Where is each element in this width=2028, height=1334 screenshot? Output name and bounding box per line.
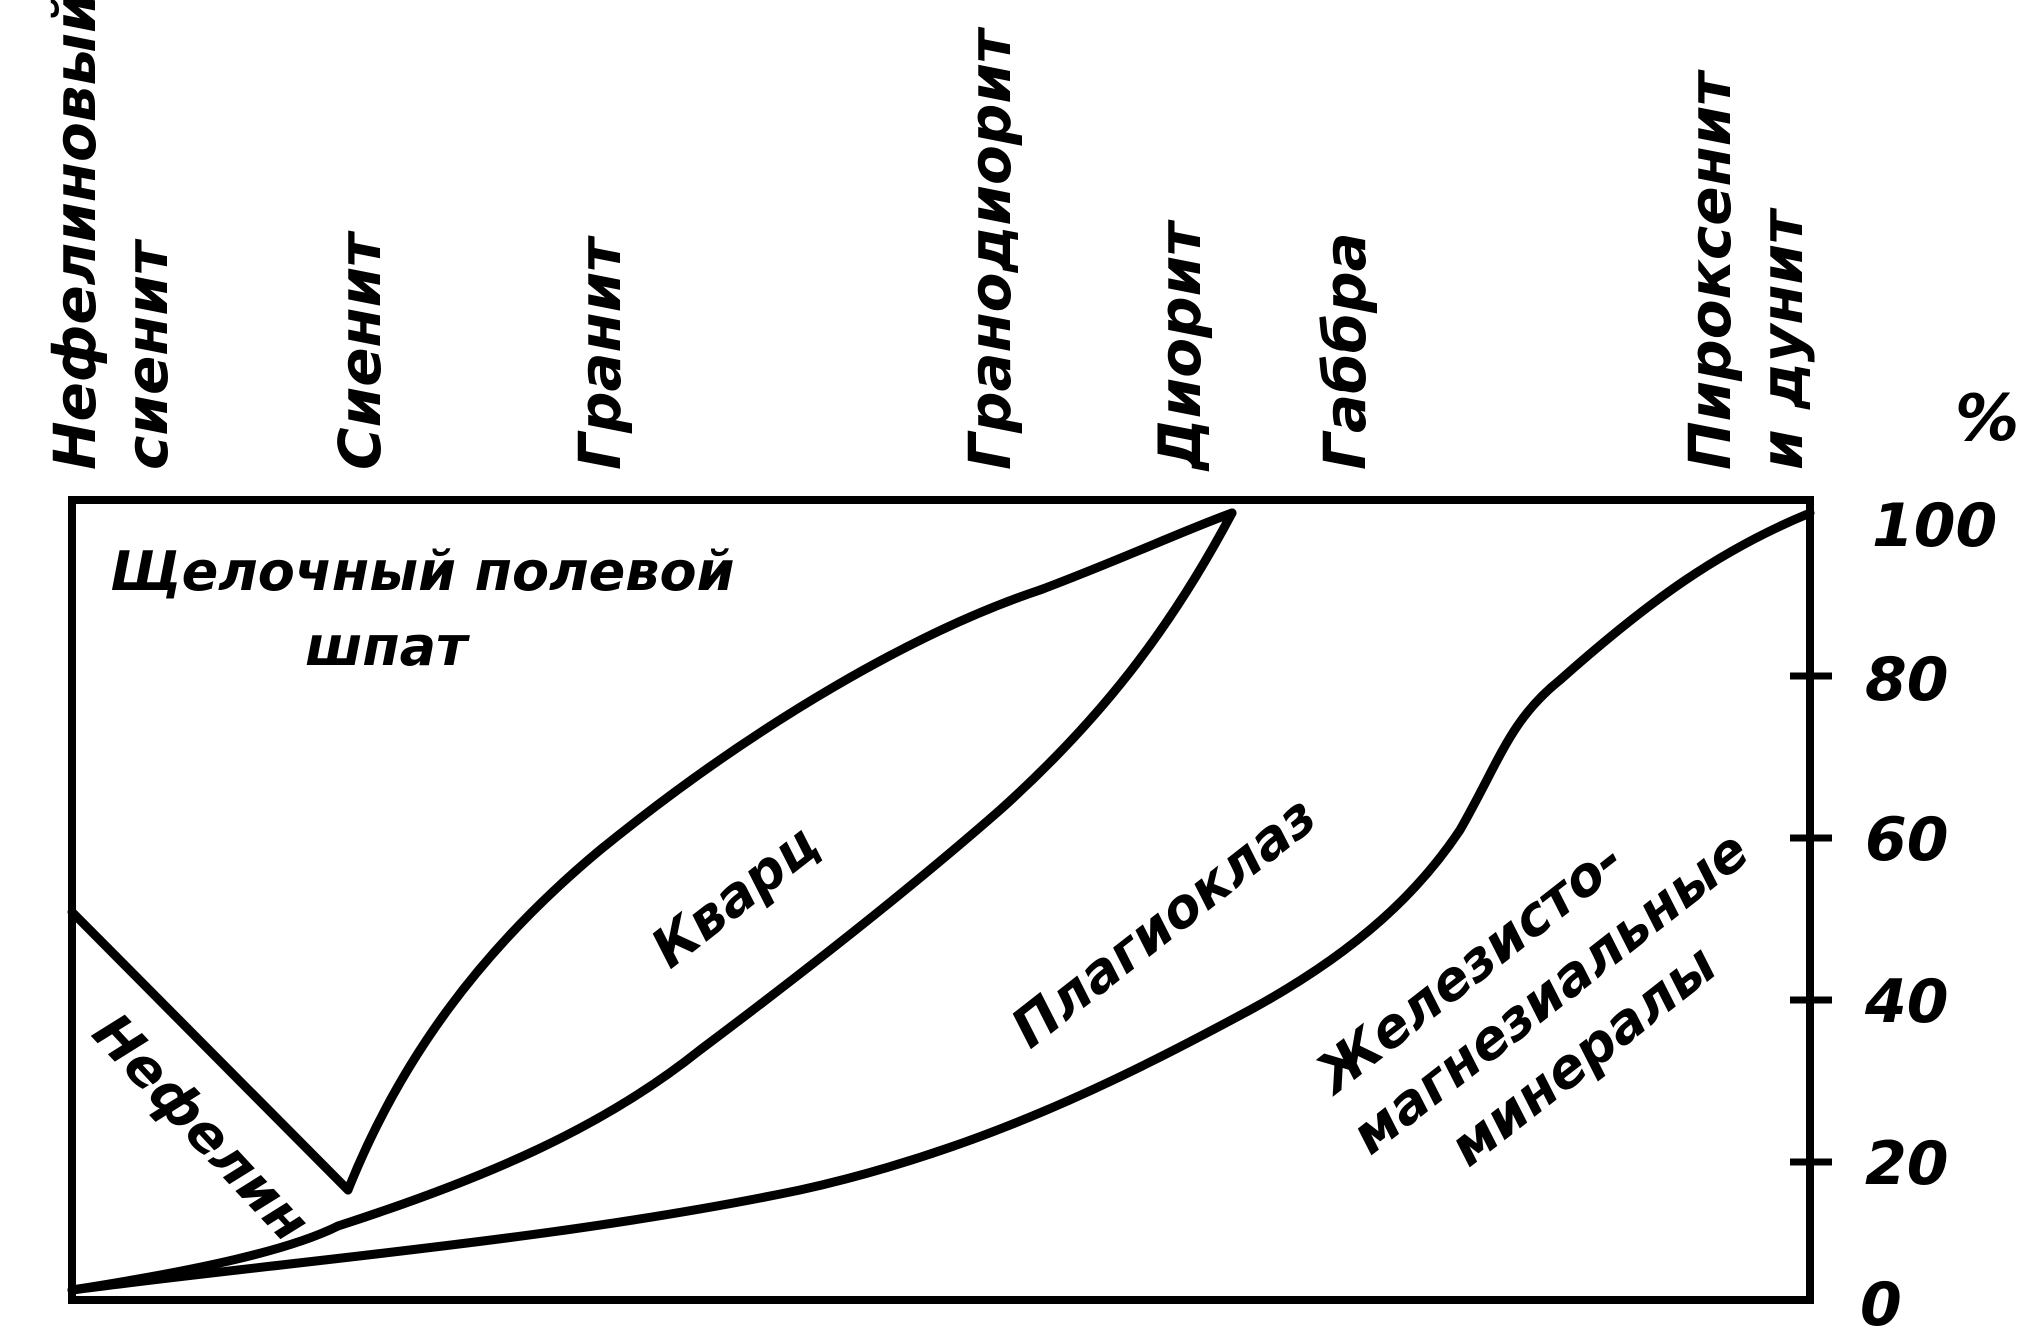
region-label-plagioclase: Плагиоклаз — [999, 784, 1328, 1060]
rock-label-granite: Гранит — [566, 235, 634, 470]
rock-label-pyroxenite-dunite: Пироксенит и дунит — [1676, 52, 1816, 470]
boundary-quartz-plagioclase — [333, 508, 1237, 1231]
rock-type-headers: Нефелиновый сиенит Сиенит Гранит Граноди… — [41, 0, 1816, 472]
region-label-alkali-feldspar-line2: шпат — [305, 615, 470, 678]
region-label-quartz: Кварц — [639, 812, 830, 981]
axis-unit-percent: % — [1955, 382, 2019, 456]
axis-label-80: 80 — [1865, 645, 1949, 715]
rock-label-nepheline-syenite: Нефелиновый сиенит — [41, 0, 181, 470]
axis-label-100: 100 — [1872, 491, 1997, 561]
rock-label-granodiorite: Гранодиорит — [956, 26, 1024, 470]
mineral-boundaries — [67, 508, 1815, 1295]
rock-label-diorite: Диорит — [1146, 219, 1214, 472]
boundary-feldspar-quartz — [343, 508, 1237, 1195]
right-axis: 100 80 60 40 20 0 % — [1790, 382, 2019, 1334]
boundary-plagioclase-mafic — [67, 508, 1815, 1295]
boundary-nepheline-upper — [67, 907, 353, 1195]
rock-label-syenite: Сиенит — [326, 230, 394, 470]
axis-label-0: 0 — [1860, 1270, 1902, 1334]
region-label-alkali-feldspar: Щелочный полевой — [110, 540, 734, 603]
axis-label-20: 20 — [1865, 1129, 1949, 1199]
axis-label-40: 40 — [1864, 967, 1949, 1037]
axis-label-60: 60 — [1865, 805, 1949, 875]
diagram-frame — [68, 496, 1814, 1304]
region-label-mafic: Железисто- магнезиальные минералы — [1296, 752, 1818, 1222]
rock-label-gabbro: Габбра — [1311, 232, 1379, 470]
